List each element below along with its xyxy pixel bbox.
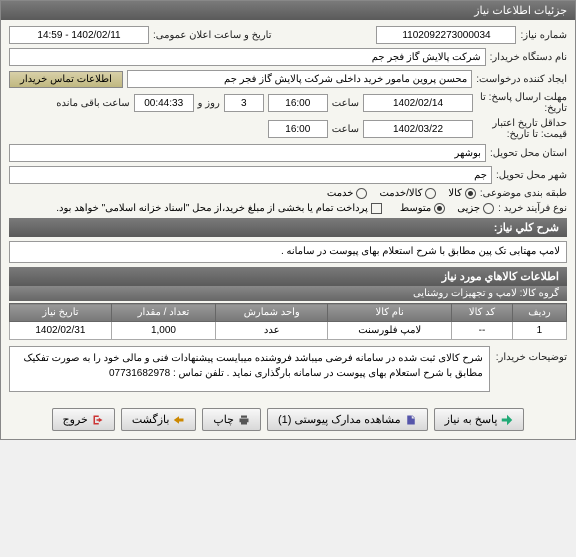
deadline-label: مهلت ارسال پاسخ: تا تاریخ: — [477, 92, 567, 114]
back-button[interactable]: بازگشت — [121, 408, 197, 431]
col-unit: واحد شمارش — [216, 304, 328, 322]
cell-date: 1402/02/31 — [10, 322, 112, 340]
purchase-type-radio-group: جزیی متوسط — [400, 203, 494, 214]
exit-label: خروج — [63, 413, 88, 426]
category-radio-group: کالا کالا/خدمت خدمت — [327, 188, 476, 199]
back-icon — [173, 414, 185, 426]
radio-icon — [425, 188, 436, 199]
radio-icon — [465, 188, 476, 199]
city-label: شهر محل تحویل: — [496, 170, 567, 181]
print-button[interactable]: چاپ — [202, 408, 261, 431]
cell-name: لامپ فلورسنت — [328, 322, 452, 340]
reply-icon — [501, 414, 513, 426]
need-no-field: 1102092273000034 — [376, 26, 516, 44]
pt-medium-radio[interactable]: متوسط — [400, 203, 445, 214]
form-area: شماره نیاز: 1102092273000034 تاریخ و ساع… — [1, 20, 575, 398]
buyer-notes-box: شرح کالای ثبت شده در سامانه فرضی میباشد … — [9, 346, 490, 392]
items-table: ردیف کد کالا نام کالا واحد شمارش تعداد /… — [9, 303, 567, 340]
days-field: 3 — [224, 94, 264, 112]
back-label: بازگشت — [132, 413, 170, 426]
details-window: جزئیات اطلاعات نیاز شماره نیاز: 11020922… — [0, 0, 576, 440]
title-bar: جزئیات اطلاعات نیاز — [1, 1, 575, 20]
cell-qty: 1,000 — [111, 322, 216, 340]
cell-row: 1 — [512, 322, 566, 340]
window-title: جزئیات اطلاعات نیاز — [474, 4, 567, 17]
announce-label: تاریخ و ساعت اعلان عمومی: — [153, 30, 272, 41]
group-value: لامپ و تجهیزات روشنایی — [413, 288, 517, 299]
purchase-type-label: نوع فرآیند خرید : — [498, 203, 567, 214]
deadline-date-field: 1402/02/14 — [363, 94, 473, 112]
announce-field: 1402/02/11 - 14:59 — [9, 26, 149, 44]
radio-icon — [483, 203, 494, 214]
footer-buttons: پاسخ به نیاز مشاهده مدارک پیوستی (1) چاپ… — [1, 398, 575, 439]
attachments-button[interactable]: مشاهده مدارک پیوستی (1) — [267, 408, 428, 431]
reply-label: پاسخ به نیاز — [445, 413, 498, 426]
exit-icon — [92, 414, 104, 426]
requester-field: محسن پروین مامور خرید داخلی شرکت پالایش … — [127, 70, 472, 88]
cat-service-radio[interactable]: کالا/خدمت — [379, 188, 436, 199]
cat-goods-radio[interactable]: کالا — [448, 188, 476, 199]
province-label: استان محل تحویل: — [490, 148, 567, 159]
pt-medium-label: متوسط — [400, 203, 431, 214]
pt-small-label: جزیی — [457, 203, 480, 214]
group-label: گروه کالا: — [520, 288, 559, 299]
countdown-field: 00:44:33 — [134, 94, 194, 112]
buyer-org-label: نام دستگاه خریدار: — [490, 52, 567, 63]
payment-note-label: پرداخت تمام یا بخشی از مبلغ خرید،از محل … — [56, 203, 368, 214]
items-header: اطلاعات کالاهاي مورد نياز — [9, 267, 567, 286]
col-code: کد کالا — [452, 304, 513, 322]
items-subheader: گروه کالا: لامپ و تجهیزات روشنایی — [9, 286, 567, 301]
col-name: نام کالا — [328, 304, 452, 322]
exit-button[interactable]: خروج — [52, 408, 115, 431]
col-row: ردیف — [512, 304, 566, 322]
radio-icon — [434, 203, 445, 214]
cat-service-label: کالا/خدمت — [379, 188, 422, 199]
buyer-org-field: شرکت پالایش گاز فجر جم — [9, 48, 486, 66]
category-label: طبقه بندی موضوعی: — [480, 188, 567, 199]
attachments-label: مشاهده مدارک پیوستی (1) — [278, 413, 401, 426]
pt-small-radio[interactable]: جزیی — [457, 203, 494, 214]
time-label-1: ساعت — [332, 98, 359, 109]
deadline-time-field: 16:00 — [268, 94, 328, 112]
cat-serviceonly-radio[interactable]: خدمت — [327, 188, 368, 199]
province-field: بوشهر — [9, 144, 486, 162]
remaining-label: ساعت باقی مانده — [56, 98, 129, 109]
reply-button[interactable]: پاسخ به نیاز — [434, 408, 525, 431]
validity-label: حداقل تاریخ اعتبار قیمت: تا تاریخ: — [477, 118, 567, 140]
radio-icon — [356, 188, 367, 199]
cat-serviceonly-label: خدمت — [327, 188, 354, 199]
validity-time-field: 16:00 — [268, 120, 328, 138]
desc-header: شرح کلي نياز: — [9, 218, 567, 237]
print-label: چاپ — [213, 413, 234, 426]
cat-goods-label: کالا — [448, 188, 462, 199]
validity-date-field: 1402/03/22 — [363, 120, 473, 138]
city-field: جم — [9, 166, 492, 184]
cell-code: -- — [452, 322, 513, 340]
col-qty: تعداد / مقدار — [111, 304, 216, 322]
print-icon — [238, 414, 250, 426]
time-label-2: ساعت — [332, 124, 359, 135]
day-and-label: روز و — [198, 98, 220, 109]
contact-buyer-button[interactable]: اطلاعات تماس خریدار — [9, 71, 123, 88]
cell-unit: عدد — [216, 322, 328, 340]
attachment-icon — [405, 414, 417, 426]
buyer-notes-row: توضیحات خریدار: شرح کالای ثبت شده در سام… — [9, 346, 567, 392]
table-row[interactable]: 1 -- لامپ فلورسنت عدد 1,000 1402/02/31 — [10, 322, 567, 340]
checkbox-icon — [371, 203, 382, 214]
desc-box: لامپ مهتابی تک پین مطابق با شرح استعلام … — [9, 241, 567, 263]
requester-label: ایجاد کننده درخواست: — [476, 74, 567, 85]
buyer-notes-label: توضیحات خریدار: — [496, 346, 567, 363]
col-date: تاریخ نیاز — [10, 304, 112, 322]
payment-checkbox[interactable]: پرداخت تمام یا بخشی از مبلغ خرید،از محل … — [56, 203, 382, 214]
need-no-label: شماره نیاز: — [520, 30, 567, 41]
